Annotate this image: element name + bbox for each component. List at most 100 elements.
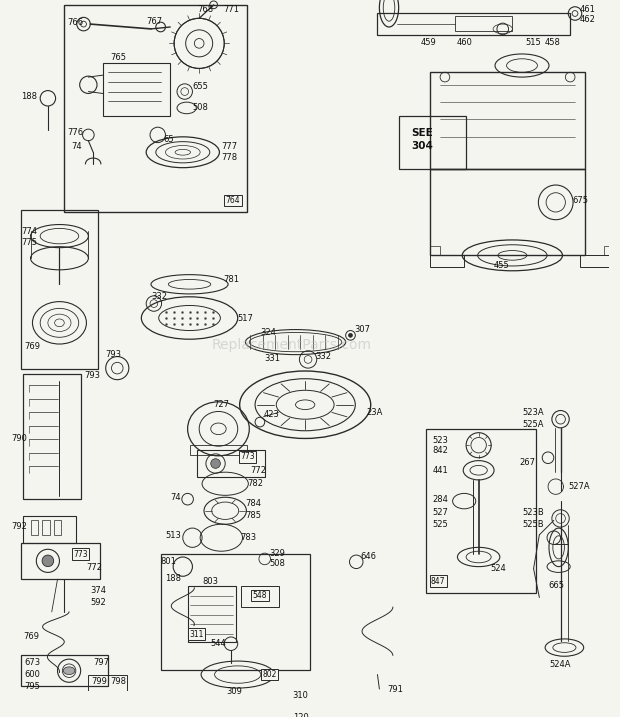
Bar [221, 694, 270, 717]
Text: 525B: 525B [522, 520, 544, 528]
Text: 332: 332 [151, 293, 167, 301]
Text: 675: 675 [572, 196, 588, 205]
Bar [604, 246, 614, 255]
Text: 307: 307 [354, 325, 370, 334]
Bar [23, 516, 76, 543]
Text: 523: 523 [432, 436, 448, 445]
Text: 324: 324 [260, 328, 276, 337]
Text: 423: 423 [264, 410, 280, 419]
Text: 803: 803 [202, 576, 218, 586]
Text: 764: 764 [226, 196, 240, 205]
Text: 329: 329 [270, 549, 285, 558]
Bar [430, 168, 585, 255]
Text: 462: 462 [580, 15, 596, 24]
Bar [430, 246, 440, 255]
Text: 188: 188 [166, 574, 182, 583]
Text: 768: 768 [197, 5, 213, 14]
Text: 793: 793 [105, 350, 122, 359]
Text: 773: 773 [73, 550, 88, 559]
Text: 792: 792 [11, 522, 27, 531]
Text: 525A: 525A [522, 419, 544, 429]
Bar [64, 5, 247, 212]
Text: 600: 600 [25, 670, 41, 679]
Text: 523A: 523A [522, 408, 544, 417]
Text: 766: 766 [67, 18, 83, 27]
Ellipse shape [211, 459, 220, 468]
Text: 776: 776 [67, 128, 83, 138]
Text: 798: 798 [110, 677, 126, 685]
Text: 784: 784 [246, 500, 262, 508]
Text: 461: 461 [580, 5, 596, 14]
Bar [103, 62, 170, 115]
Text: 781: 781 [223, 275, 239, 284]
Text: 455: 455 [494, 260, 510, 270]
Text: SEE: SEE [411, 128, 433, 138]
Text: 646: 646 [360, 553, 376, 561]
Text: 790: 790 [11, 434, 27, 443]
Text: 775: 775 [21, 238, 37, 247]
Bar [378, 14, 570, 34]
Text: 523B: 523B [522, 508, 544, 517]
Text: 765: 765 [110, 53, 126, 62]
Text: 847: 847 [431, 576, 445, 586]
Text: ReplacementParts.com: ReplacementParts.com [212, 338, 372, 353]
Text: 802: 802 [262, 670, 277, 679]
Text: 767: 767 [146, 16, 162, 26]
Text: 188: 188 [21, 92, 37, 101]
Bar [430, 72, 585, 168]
Bar [190, 445, 247, 455]
Bar [188, 586, 236, 642]
Bar [161, 554, 310, 670]
Text: 673: 673 [25, 658, 41, 668]
Text: 517: 517 [237, 313, 254, 323]
Text: 773: 773 [240, 452, 255, 461]
Bar [21, 655, 108, 686]
Text: 771: 771 [223, 5, 239, 14]
Bar [89, 675, 127, 695]
Text: 777: 777 [221, 142, 237, 151]
Bar [21, 543, 100, 579]
Text: 527: 527 [432, 508, 448, 517]
Text: 459: 459 [421, 38, 436, 47]
Text: 544: 544 [211, 640, 226, 648]
Text: 332: 332 [316, 352, 332, 361]
Text: 785: 785 [246, 511, 262, 520]
Text: 331: 331 [265, 354, 281, 363]
Text: 311: 311 [189, 630, 203, 639]
Text: 799: 799 [91, 677, 107, 685]
Text: 74: 74 [170, 493, 181, 502]
Text: 783: 783 [241, 533, 257, 542]
Ellipse shape [42, 555, 54, 566]
Bar [399, 115, 466, 168]
Text: 655: 655 [192, 82, 208, 91]
Text: 515: 515 [525, 38, 541, 47]
Bar [241, 586, 279, 607]
Text: 801: 801 [161, 557, 177, 566]
Text: 120: 120 [293, 713, 308, 717]
Text: 769: 769 [25, 343, 41, 351]
Text: 267: 267 [519, 458, 535, 467]
Text: 842: 842 [432, 447, 448, 455]
Text: 772: 772 [86, 563, 102, 572]
Text: 374: 374 [91, 587, 106, 595]
Text: 508: 508 [270, 559, 285, 569]
Text: 791: 791 [387, 685, 403, 693]
Text: 508: 508 [192, 103, 208, 113]
Text: 309: 309 [226, 688, 242, 696]
Bar [426, 429, 536, 593]
Text: 769: 769 [23, 632, 39, 640]
Ellipse shape [348, 333, 352, 337]
Text: 527A: 527A [569, 482, 590, 491]
Bar [21, 210, 98, 369]
Text: 513: 513 [166, 531, 181, 541]
Text: 525: 525 [432, 520, 448, 528]
Text: 23A: 23A [366, 408, 383, 417]
Text: 310: 310 [293, 691, 309, 701]
Text: 458: 458 [544, 38, 560, 47]
Text: 778: 778 [221, 153, 237, 161]
Text: 548: 548 [252, 591, 267, 600]
Bar [580, 255, 614, 267]
Bar [430, 255, 464, 267]
Text: 797: 797 [93, 658, 109, 668]
Text: 304: 304 [411, 141, 433, 151]
